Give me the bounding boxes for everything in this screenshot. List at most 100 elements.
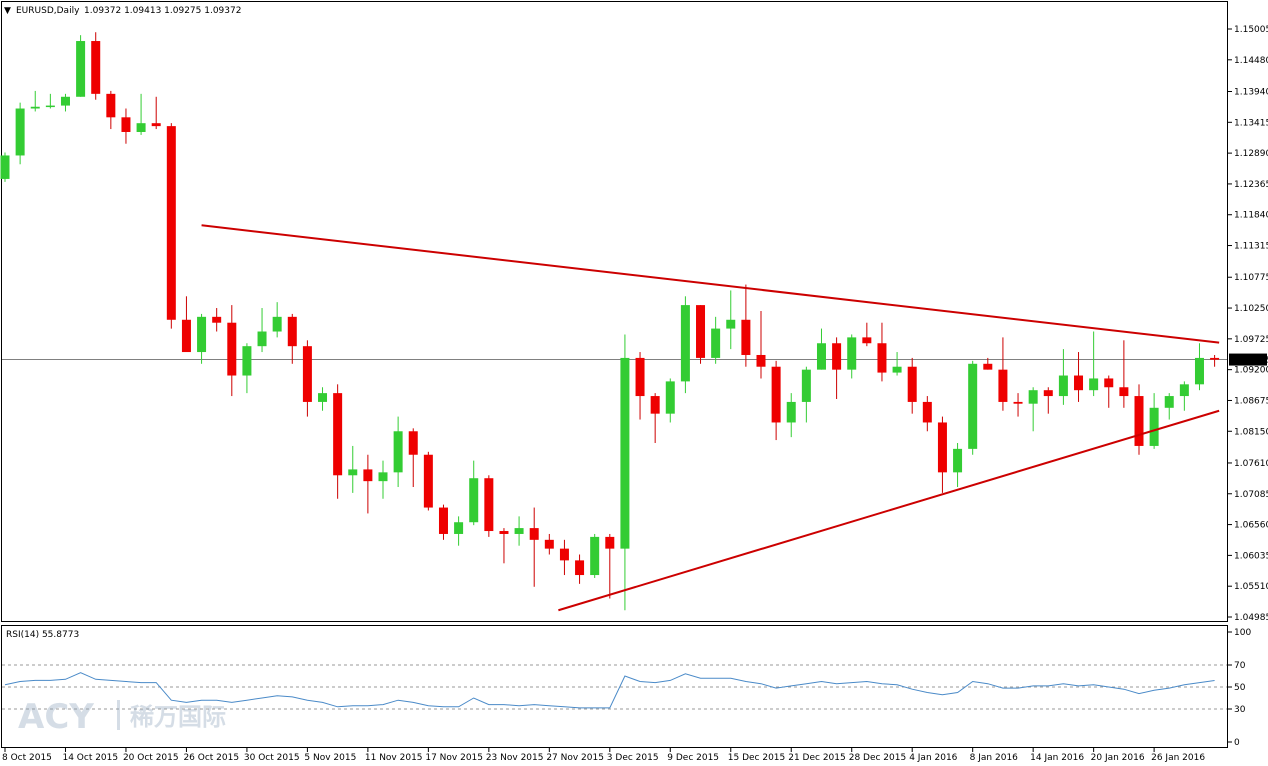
current-price-line: 1.09372: [2, 353, 1268, 366]
candle-body: [756, 354, 766, 367]
date-tick-label: 8 Oct 2015: [2, 753, 52, 763]
rsi-tick-label: 0: [1234, 738, 1240, 748]
candle-body: [1043, 390, 1053, 397]
candle-body: [832, 343, 842, 370]
candle-body: [953, 448, 963, 473]
candle-body: [106, 93, 116, 118]
candle-body: [0, 155, 10, 179]
candle-body: [469, 478, 479, 523]
candle-body: [529, 528, 539, 540]
candle-body: [484, 478, 494, 532]
price-tick-label: 1.06035: [1234, 551, 1268, 561]
candle-body: [197, 316, 207, 353]
rsi-axis: 100 70 50 30 0: [1228, 628, 1251, 748]
candle-body: [696, 305, 706, 358]
candle-body: [181, 319, 191, 353]
candle-body: [302, 346, 312, 402]
candle-body: [1119, 387, 1129, 397]
date-tick-label: 14 Oct 2015: [62, 753, 118, 763]
price-tick-label: 1.14480: [1234, 56, 1268, 66]
date-tick-label: 28 Dec 2015: [849, 753, 907, 763]
candle-body: [771, 366, 781, 423]
date-tick-label: 30 Oct 2015: [244, 753, 300, 763]
date-tick-label: 5 Nov 2015: [304, 753, 356, 763]
watermark-divider: [117, 700, 120, 730]
candle-body: [166, 126, 176, 320]
price-tick-label: 1.13415: [1234, 118, 1268, 128]
candle-body: [499, 531, 509, 534]
candle-body: [847, 337, 857, 370]
candle-body: [650, 396, 660, 414]
price-tick-label: 1.10775: [1234, 273, 1268, 283]
candle-body: [741, 319, 751, 355]
date-tick-label: 3 Dec 2015: [607, 753, 659, 763]
date-tick-label: 11 Nov 2015: [365, 753, 423, 763]
candle-body: [726, 319, 736, 329]
header-triangle-icon[interactable]: ▼: [4, 6, 11, 16]
price-tick-label: 1.12365: [1234, 180, 1268, 190]
candle-body: [363, 469, 373, 482]
date-tick-label: 8 Jan 2016: [970, 753, 1018, 763]
candle-body: [318, 393, 328, 402]
candles: [0, 32, 1220, 611]
price-tick-label: 1.09200: [1234, 366, 1268, 376]
candle-body: [665, 381, 675, 414]
candle-body: [136, 123, 146, 132]
price-tick-label: 1.08150: [1234, 427, 1268, 437]
ohlc-label: 1.09372 1.09413 1.09275 1.09372: [84, 6, 241, 16]
candle-body: [1134, 396, 1144, 446]
candle-body: [15, 108, 25, 156]
candle-body: [816, 343, 826, 370]
current-price-label: 1.09372: [1232, 356, 1268, 366]
candle-body: [60, 96, 70, 106]
candle-body: [378, 472, 388, 482]
candle-body: [968, 363, 978, 449]
candle-body: [257, 331, 267, 347]
rsi-tick-label: 100: [1234, 628, 1251, 638]
date-tick-label: 9 Dec 2015: [667, 753, 719, 763]
date-tick-label: 27 Nov 2015: [546, 753, 604, 763]
candle-body: [892, 366, 902, 373]
candle-body: [922, 401, 932, 423]
candle-body: [45, 105, 55, 108]
candle-body: [937, 422, 947, 473]
price-pane-frame: [1, 1, 1228, 622]
date-tick-label: 26 Jan 2016: [1151, 753, 1205, 763]
date-axis: 8 Oct 2015 14 Oct 2015 20 Oct 2015 26 Oct 2…: [2, 748, 1205, 763]
date-tick-label: 14 Jan 2016: [1030, 753, 1084, 763]
trendline-upper: [201, 224, 1220, 344]
price-tick-label: 1.15005: [1234, 25, 1268, 35]
price-tick-label: 1.13940: [1234, 87, 1268, 97]
price-tick-label: 1.12890: [1234, 149, 1268, 159]
candle-body: [635, 357, 645, 397]
candle-body: [91, 41, 101, 94]
candle-body: [333, 393, 343, 476]
candle-body: [544, 539, 554, 549]
price-tick-label: 1.06560: [1234, 521, 1268, 531]
rsi-tick-label: 30: [1234, 705, 1246, 715]
candle-body: [408, 431, 418, 455]
candle-body: [1089, 378, 1099, 391]
date-tick-label: 23 Nov 2015: [486, 753, 544, 763]
candle-body: [242, 346, 252, 376]
candle-body: [801, 369, 811, 402]
candle-body: [227, 322, 237, 376]
candle-body: [1194, 357, 1204, 385]
rsi-pane-frame: [1, 625, 1228, 748]
current-price-box: [1229, 353, 1267, 366]
symbol-label: EURUSD,Daily: [16, 6, 80, 16]
trendlines: [201, 224, 1220, 612]
trendline-lower: [558, 409, 1220, 612]
candle-body: [348, 469, 358, 476]
candle-body: [121, 117, 131, 132]
date-tick-label: 15 Dec 2015: [728, 753, 786, 763]
candle-body: [454, 522, 464, 534]
candle-body: [514, 528, 524, 534]
candle-body: [575, 560, 585, 576]
date-tick-label: 20 Jan 2016: [1091, 753, 1145, 763]
candle-body: [983, 363, 993, 370]
candle-body: [272, 316, 282, 332]
candle-body: [1149, 407, 1159, 446]
candle-body: [786, 401, 796, 423]
candle-body: [151, 123, 161, 127]
